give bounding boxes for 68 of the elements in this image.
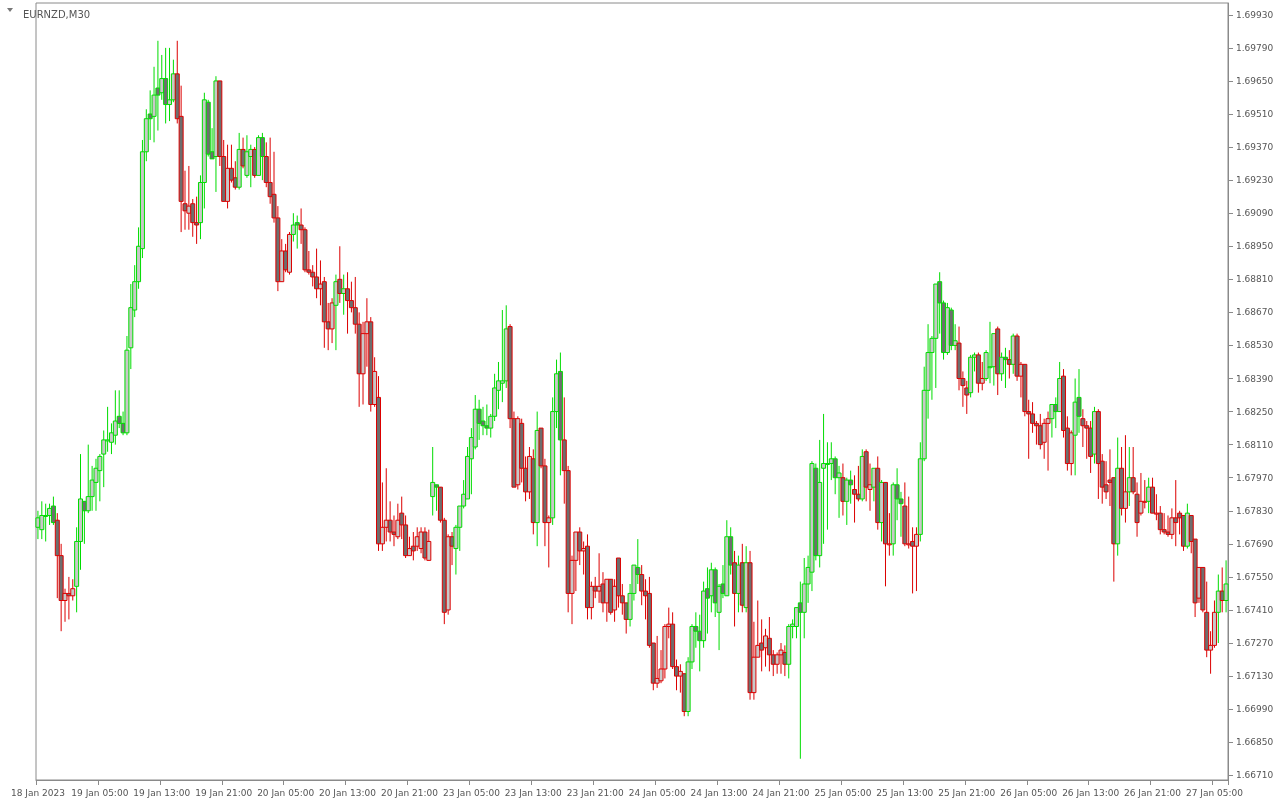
x-tick-label: 26 Jan 13:00 bbox=[1062, 787, 1120, 798]
y-tick-label: 1.68390 bbox=[1236, 373, 1274, 384]
candlestick bbox=[85, 444, 91, 514]
y-tick-label: 1.69230 bbox=[1236, 175, 1274, 186]
x-tick-label: 19 Jan 13:00 bbox=[133, 787, 191, 798]
y-tick-label: 1.67550 bbox=[1236, 571, 1274, 582]
candlestick bbox=[426, 529, 432, 561]
x-tick-label: 23 Jan 05:00 bbox=[442, 787, 501, 798]
candlestick bbox=[345, 271, 351, 335]
y-tick-label: 1.66850 bbox=[1236, 737, 1274, 748]
candlestick bbox=[766, 616, 772, 672]
x-tick-label: 25 Jan 13:00 bbox=[876, 787, 934, 798]
y-tick-label: 1.66990 bbox=[1236, 704, 1274, 715]
y-tick-label: 1.68670 bbox=[1236, 307, 1274, 318]
y-tick-label: 1.69090 bbox=[1236, 208, 1274, 219]
y-tick-label: 1.66710 bbox=[1236, 770, 1274, 781]
x-tick-label: 24 Jan 05:00 bbox=[628, 787, 686, 798]
y-tick-label: 1.69510 bbox=[1236, 109, 1274, 119]
x-tick-label: 24 Jan 13:00 bbox=[690, 787, 748, 798]
candlestick bbox=[43, 503, 49, 542]
x-tick-label: 25 Jan 05:00 bbox=[814, 787, 872, 798]
text: EURNZD,M30 bbox=[23, 8, 91, 20]
x-tick-label: 20 Jan 13:00 bbox=[319, 787, 377, 798]
y-tick-label: 1.67690 bbox=[1236, 538, 1274, 549]
candlestick bbox=[1173, 479, 1179, 547]
candlestick bbox=[105, 406, 111, 453]
candlestick bbox=[430, 446, 436, 516]
x-tick-label: 24 Jan 21:00 bbox=[752, 787, 810, 798]
candlestick bbox=[1215, 574, 1221, 644]
x-tick-label: 26 Jan 21:00 bbox=[1124, 787, 1182, 798]
y-tick-label: 1.67830 bbox=[1236, 505, 1274, 516]
x-tick-label: 23 Jan 13:00 bbox=[504, 787, 563, 798]
x-tick-label: 25 Jan 21:00 bbox=[938, 787, 996, 798]
candlestick bbox=[778, 642, 784, 675]
x-tick-label: 20 Jan 05:00 bbox=[257, 787, 315, 798]
x-tick-label: 19 Jan 05:00 bbox=[71, 787, 129, 798]
y-tick-label: 1.68530 bbox=[1236, 340, 1274, 351]
candlestick bbox=[410, 531, 416, 561]
y-tick-label: 1.67410 bbox=[1236, 604, 1274, 615]
candlestick bbox=[1223, 559, 1229, 613]
candlestick bbox=[1165, 514, 1171, 538]
y-tick-label: 1.69650 bbox=[1236, 75, 1274, 86]
y-tick-label: 1.69790 bbox=[1236, 42, 1274, 53]
candlestick bbox=[294, 215, 300, 250]
x-tick-label: 26 Jan 05:00 bbox=[1000, 787, 1058, 798]
candlestick bbox=[824, 441, 830, 531]
y-tick-label: 1.68950 bbox=[1236, 241, 1274, 252]
y-tick-label: 1.69930 bbox=[1236, 9, 1274, 20]
y-tick-label: 1.67130 bbox=[1236, 671, 1274, 682]
y-tick-label: 1.69370 bbox=[1236, 142, 1274, 153]
x-tick-label: 23 Jan 21:00 bbox=[566, 787, 624, 798]
x-tick-label: 19 Jan 21:00 bbox=[195, 787, 253, 798]
candlestick bbox=[337, 245, 343, 304]
x-tick-label: 20 Jan 21:00 bbox=[380, 787, 439, 798]
candlestick bbox=[93, 458, 99, 512]
x-tick-label: 18 Jan 2023 bbox=[10, 787, 65, 798]
y-tick-label: 1.68250 bbox=[1236, 406, 1274, 417]
candlestick bbox=[499, 309, 505, 403]
candlestick bbox=[484, 403, 490, 436]
y-tick-label: 1.68110 bbox=[1236, 439, 1274, 450]
candlestick bbox=[194, 196, 200, 245]
y-tick-label: 1.67970 bbox=[1236, 472, 1274, 483]
candlestick bbox=[39, 500, 45, 540]
candlestick bbox=[848, 470, 854, 505]
x-tick-label: 27 Jan 05:00 bbox=[1185, 787, 1244, 798]
y-tick-label: 1.68810 bbox=[1236, 274, 1274, 285]
y-tick-label: 1.67270 bbox=[1236, 638, 1274, 649]
candlestick bbox=[186, 165, 192, 231]
